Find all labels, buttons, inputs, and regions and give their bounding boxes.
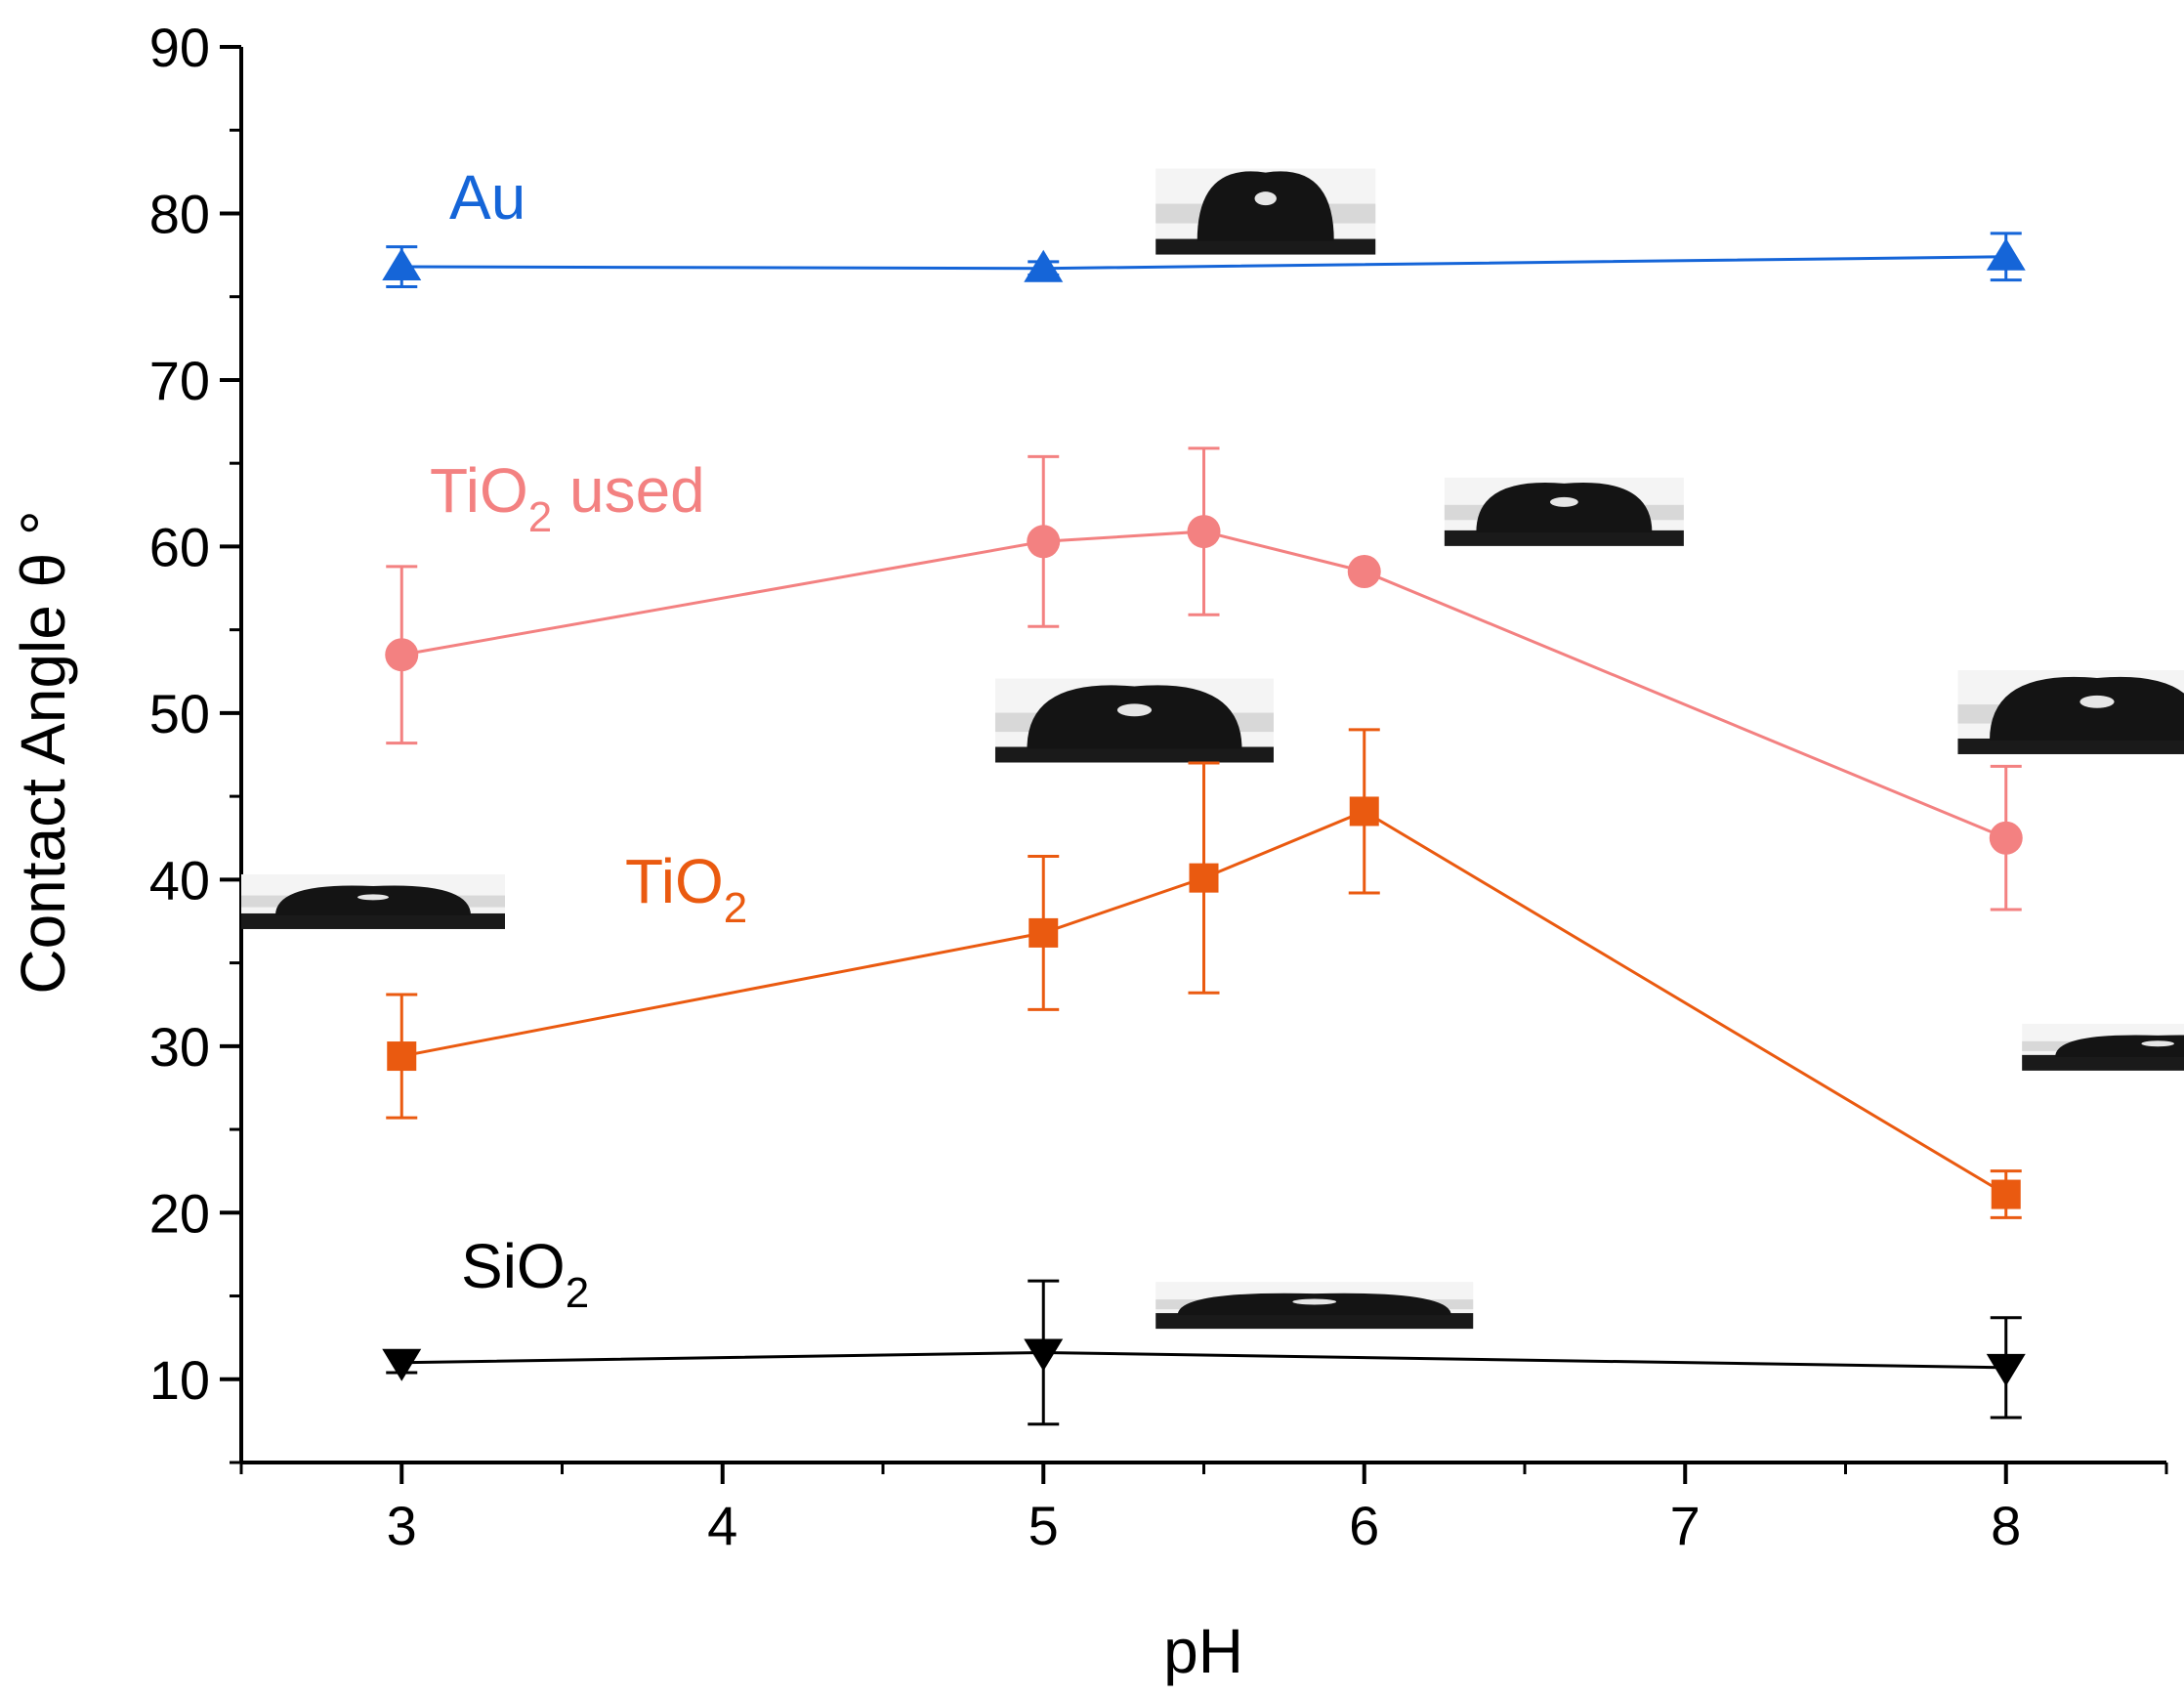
series-line [401,255,2006,271]
droplet-highlight [1116,703,1153,717]
data-point [1986,237,2026,271]
droplet-tio2-used-8 [1957,669,2184,754]
droplet-substrate [2022,1054,2184,1071]
droplet-tio2-5 [994,678,1274,763]
series-label-tio2-used-rest: used [552,455,705,526]
y-tick-label: 40 [149,849,210,911]
droplet-substrate [994,746,1274,763]
droplet-tio2-3 [241,873,505,929]
x-tick-label: 8 [1991,1495,2021,1556]
data-point [385,638,419,672]
droplet-au [1155,168,1376,255]
droplet-highlight [357,894,389,901]
droplet-sio2 [1155,1282,1474,1330]
data-point [382,248,422,281]
data-point [387,1041,417,1072]
series-label-tio2-used-sub: 2 [528,493,552,541]
series-tio2-used [385,446,2023,912]
series-layer [382,232,2026,1426]
series-label-tio2-used: TiO2 used [430,455,705,541]
series-label-tio2: TiO2 [625,846,747,932]
data-point [1189,863,1219,893]
series-au [382,232,2026,288]
data-point [1024,249,1064,282]
droplet-body [1476,483,1653,532]
droplet-body [1197,171,1334,241]
droplet-highlight [2141,1040,2174,1047]
series-label-tio2-main: TiO [625,846,724,916]
series-label-sio2-sub: 2 [566,1269,589,1317]
x-tick-label: 6 [1349,1495,1379,1556]
data-point [1024,1338,1064,1372]
data-point [1991,1179,2021,1209]
y-tick-label: 50 [149,683,210,744]
droplet-tio2-used-6 [1444,477,1684,546]
series-label-sio2-main: SiO [461,1231,566,1301]
droplet-body [1027,685,1242,749]
series-label-tio2-sub: 2 [724,884,747,932]
droplet-substrate [1155,1313,1474,1330]
droplet-highlight [2079,695,2115,708]
series-line [401,1350,2006,1370]
series-tio2 [386,728,2022,1219]
data-point [1989,821,2023,855]
droplet-tio2-8 [2022,1023,2184,1071]
droplet-highlight [1549,496,1578,507]
y-axis-title: Contact Angle θ ° [8,510,78,994]
series-label-au: Au [449,162,525,233]
x-axis-title: pH [1163,1616,1243,1686]
series-label-sio2: SiO2 [461,1231,589,1317]
x-tick-label: 5 [1029,1495,1059,1556]
droplet-substrate [1155,238,1376,255]
series-sio2 [382,1279,2026,1426]
series-label-tio2-used-main: TiO [430,455,528,526]
y-tick-label: 90 [149,17,210,78]
droplet-images [241,168,2184,1330]
y-tick-label: 60 [149,516,210,577]
droplet-body [275,885,471,915]
x-tick-label: 4 [707,1495,737,1556]
droplet-highlight [1254,191,1277,206]
droplet-substrate [1444,530,1684,546]
data-point [1029,917,1059,948]
data-point [382,1348,422,1381]
data-point [1347,554,1381,588]
x-tick-label: 3 [387,1495,417,1556]
axis-ticks: 3 4 5 6 7 8 10 20 30 40 50 60 70 80 90 [149,17,2168,1556]
y-tick-label: 70 [149,350,210,411]
y-tick-label: 20 [149,1182,210,1244]
y-tick-label: 80 [149,183,210,244]
droplet-substrate [241,912,505,929]
data-point [1349,796,1379,827]
data-point [1986,1353,2026,1386]
droplet-highlight [1292,1298,1337,1305]
droplet-body [1989,676,2184,741]
x-tick-label: 7 [1670,1495,1701,1556]
data-point [1187,515,1221,549]
y-tick-label: 10 [149,1349,210,1411]
droplet-substrate [1957,738,2184,754]
data-point [1027,525,1061,559]
y-tick-label: 30 [149,1016,210,1078]
droplet-body [2055,1035,2184,1057]
